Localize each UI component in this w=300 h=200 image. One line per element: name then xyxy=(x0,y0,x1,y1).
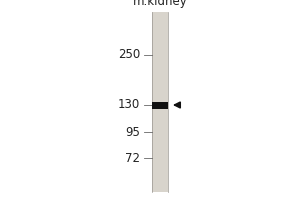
Text: 250: 250 xyxy=(118,48,140,62)
Bar xyxy=(152,12,168,192)
Text: 130: 130 xyxy=(118,98,140,112)
Text: m.kidney: m.kidney xyxy=(133,0,188,8)
Text: 95: 95 xyxy=(125,126,140,138)
Text: 72: 72 xyxy=(125,152,140,164)
Bar xyxy=(152,102,168,108)
